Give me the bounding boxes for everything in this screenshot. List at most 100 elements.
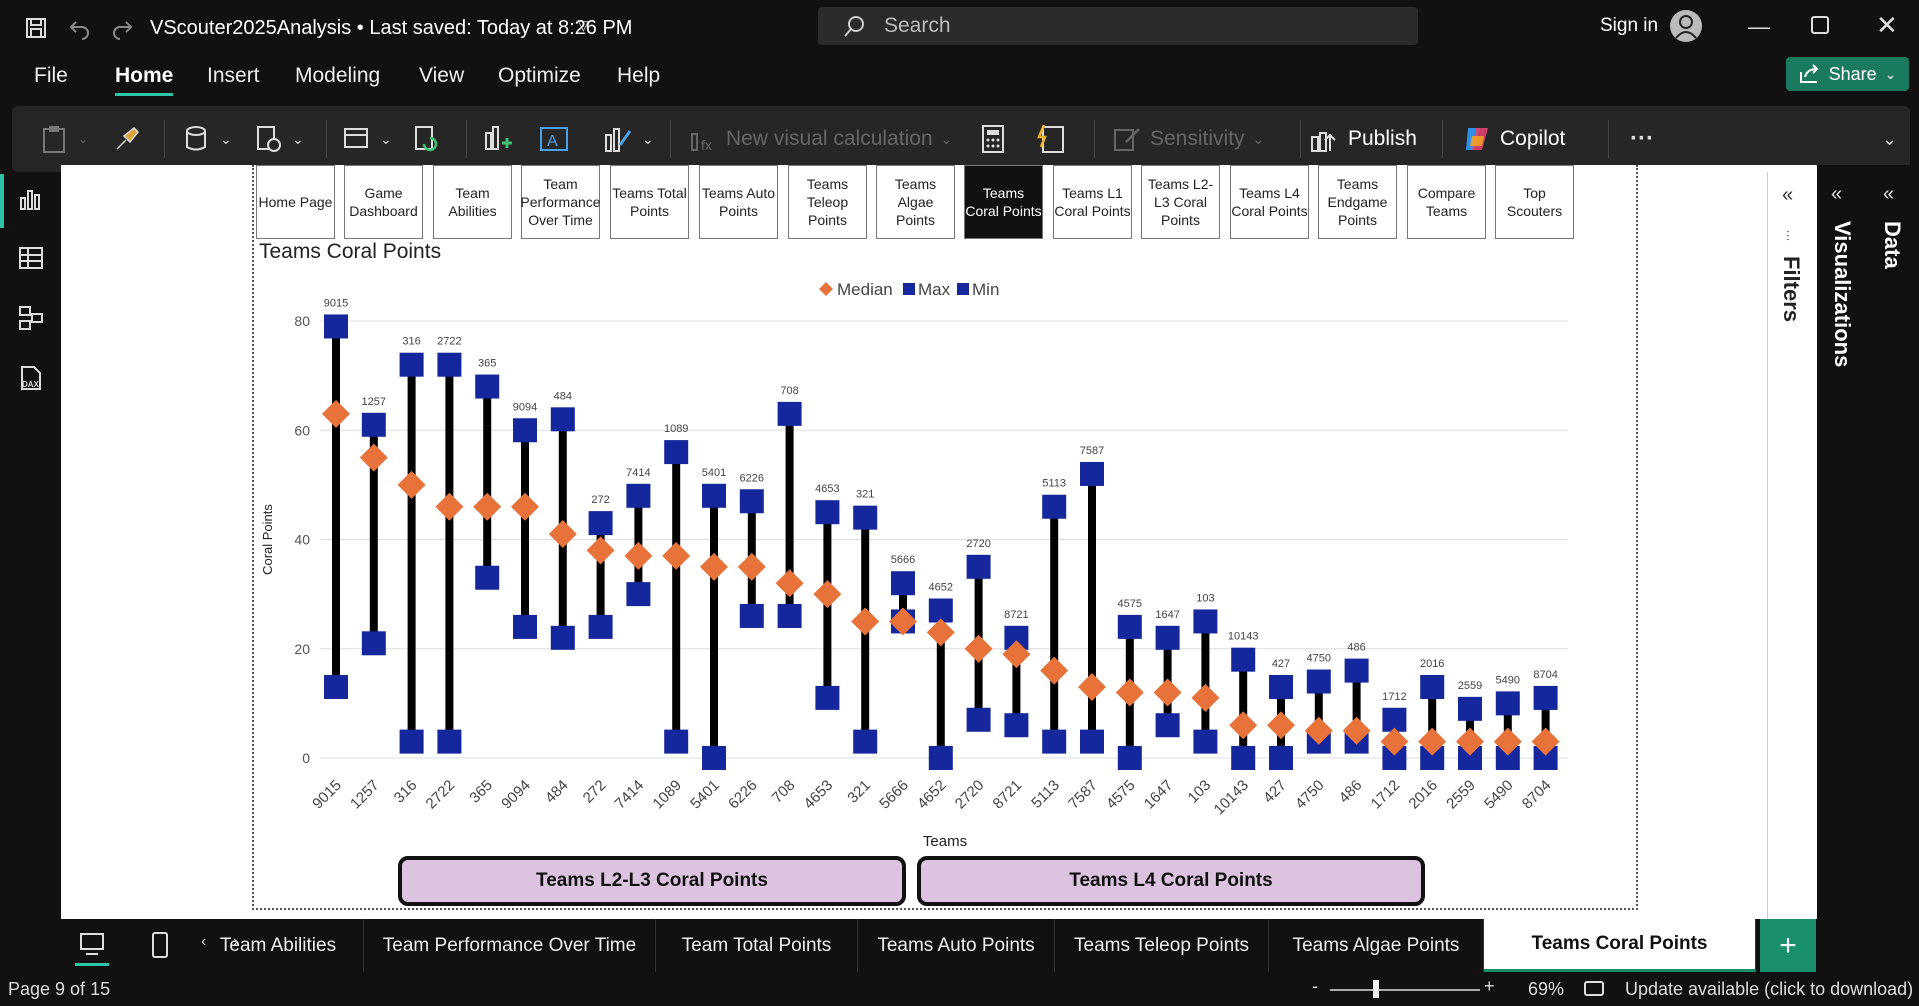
chevron-down-icon[interactable]: ⌄ <box>1882 128 1898 149</box>
desktop-layout-icon[interactable] <box>79 931 105 962</box>
quick-measure-button[interactable] <box>1036 121 1068 157</box>
nav-button-teams-algae-points[interactable]: Teams Algae Points <box>876 165 955 239</box>
zoom-level[interactable]: 69% <box>1528 979 1565 999</box>
scroll-right-icon[interactable]: › <box>233 933 239 950</box>
sign-in-link[interactable]: Sign in <box>1600 15 1659 36</box>
publish-button[interactable]: Publish <box>1308 121 1417 157</box>
median-marker <box>926 618 955 647</box>
document-title[interactable]: VScouter2025Analysis • Last saved: Today… <box>150 17 633 39</box>
update-notice[interactable]: Update available (click to download) <box>1625 979 1914 999</box>
nav-button-teams-auto-points[interactable]: Teams Auto Points <box>699 165 778 239</box>
paste-button[interactable]: ⌄ <box>40 121 88 157</box>
data-pane[interactable]: « Data <box>1867 165 1919 919</box>
data-label: 7587 <box>1080 445 1104 457</box>
nav-button-top-scouters[interactable]: Top Scouters <box>1495 165 1574 239</box>
save-icon[interactable] <box>20 12 52 44</box>
nav-button-teams-l1-coral-points[interactable]: Teams L1 Coral Points <box>1053 165 1132 239</box>
nav-button-teams-l2-l3-coral-points[interactable]: Teams L2-L3 Coral Points <box>1141 165 1220 239</box>
page-tab-teams-teleop-points[interactable]: Teams Teleop Points <box>1055 919 1269 972</box>
zoom-in-button[interactable]: + <box>1484 976 1495 996</box>
nav-button-compare-teams[interactable]: Compare Teams <box>1407 165 1486 239</box>
refresh-button[interactable] <box>412 121 442 157</box>
recent-sources-button[interactable]: ⌄ <box>254 121 304 157</box>
redo-icon[interactable] <box>106 12 138 44</box>
get-data-button[interactable]: ⌄ <box>182 121 232 157</box>
format-painter-button[interactable] <box>112 121 142 157</box>
median-marker <box>1078 672 1106 701</box>
nav-button-teams-coral-points[interactable]: Teams Coral Points <box>964 165 1043 239</box>
nav-button-home-page[interactable]: Home Page <box>256 165 335 239</box>
nav-button-teams-total-points[interactable]: Teams Total Points <box>610 165 689 239</box>
expand-chevron-icon[interactable]: « <box>1831 183 1843 205</box>
data-label: 5666 <box>891 554 915 566</box>
menu-insert[interactable]: Insert <box>207 64 260 87</box>
menu-home[interactable]: Home <box>115 64 174 96</box>
teams-l2-l3-coral-points-button[interactable]: Teams L2-L3 Coral Points <box>398 856 906 906</box>
nav-button-team-performance-over-time[interactable]: Team Performance Over Time <box>520 165 601 239</box>
recent-sources-icon <box>257 126 281 152</box>
table-view-icon[interactable] <box>14 241 48 275</box>
search-input[interactable]: Search <box>818 7 1418 45</box>
data-label: 5113 <box>1042 478 1066 490</box>
share-button[interactable]: Share ⌄ <box>1786 57 1909 91</box>
menu-optimize[interactable]: Optimize <box>498 64 581 87</box>
x-tick-label: 1647 <box>1141 777 1177 813</box>
median-marker <box>851 607 880 636</box>
page-tab-teams-algae-points[interactable]: Teams Algae Points <box>1269 919 1484 972</box>
chevron-down-icon[interactable]: ▽ <box>578 17 589 33</box>
visualizations-pane[interactable]: « Visualizations <box>1817 165 1867 919</box>
fit-to-page-icon[interactable] <box>1584 981 1604 996</box>
page-tab-team-performance-over-time[interactable]: Team Performance Over Time <box>364 919 656 972</box>
copilot-button[interactable]: Copilot <box>1462 121 1565 157</box>
menu-view[interactable]: View <box>419 64 465 87</box>
more-options-button[interactable]: ··· <box>1630 125 1654 152</box>
teams-l4-coral-points-button[interactable]: Teams L4 Coral Points <box>917 856 1425 906</box>
new-visual-button[interactable] <box>482 121 514 157</box>
nav-button-team-abilities[interactable]: Team Abilities <box>433 165 512 239</box>
expand-chevron-icon[interactable]: « <box>1782 184 1794 206</box>
minimize-icon[interactable]: — <box>1748 14 1770 39</box>
mobile-layout-icon[interactable] <box>151 931 169 964</box>
zoom-out-button[interactable]: - <box>1312 976 1318 996</box>
sensitivity-button[interactable]: Sensitivity ⌄ <box>1112 121 1264 157</box>
transform-data-button[interactable]: ⌄ <box>342 121 392 157</box>
zoom-slider-thumb[interactable] <box>1373 980 1379 998</box>
expand-chevron-icon[interactable]: « <box>1883 183 1895 205</box>
page-tab-team-total-points[interactable]: Team Total Points <box>656 919 858 972</box>
data-label: 1257 <box>362 396 386 408</box>
more-visuals-button[interactable]: ⌄ <box>602 121 654 157</box>
max-marker <box>399 352 424 377</box>
page-tab-team-abilities[interactable]: Team Abilities <box>193 919 364 972</box>
text-box-button[interactable]: A <box>538 121 570 157</box>
nav-button-teams-teleop-points[interactable]: Teams Teleop Points <box>788 165 867 239</box>
x-tick-label: 2559 <box>1443 777 1479 813</box>
model-view-icon[interactable] <box>14 301 48 335</box>
add-page-button[interactable]: + <box>1760 919 1816 972</box>
menu-file[interactable]: File <box>34 64 68 87</box>
nav-button-game-dashboard[interactable]: Game Dashboard <box>344 165 423 239</box>
scroll-left-icon[interactable]: ‹ <box>201 933 207 950</box>
new-visual-calculation-button[interactable]: fx New visual calculation ⌄ <box>688 121 952 157</box>
avatar[interactable] <box>1670 10 1702 42</box>
x-tick-label: 7414 <box>612 777 648 813</box>
max-marker <box>1495 691 1520 716</box>
median-marker <box>548 520 577 549</box>
dax-query-view-icon[interactable]: DAX <box>14 361 48 395</box>
menu-modeling[interactable]: Modeling <box>295 64 381 87</box>
max-marker <box>1231 647 1256 672</box>
restore-icon[interactable] <box>1811 16 1829 34</box>
menu-help[interactable]: Help <box>617 64 661 87</box>
undo-icon[interactable] <box>64 12 96 44</box>
max-marker <box>815 500 840 525</box>
nav-button-teams-l4-coral-points[interactable]: Teams L4 Coral Points <box>1230 165 1309 239</box>
coral-points-chart[interactable]: 0 20 40 60 80 Coral Points Teams Median Max Min 90… <box>252 270 1572 850</box>
report-view-icon[interactable] <box>14 182 48 216</box>
page-tab-teams-coral-points[interactable]: Teams Coral Points <box>1484 919 1756 972</box>
zoom-slider[interactable] <box>1330 989 1480 991</box>
page-tab-teams-auto-points[interactable]: Teams Auto Points <box>858 919 1055 972</box>
calculator-button[interactable] <box>978 121 1008 157</box>
nav-button-teams-endgame-points[interactable]: Teams Endgame Points <box>1318 165 1397 239</box>
median-marker <box>1380 727 1409 756</box>
filters-pane[interactable]: « ⫶ Filters <box>1767 172 1817 919</box>
close-icon[interactable]: ✕ <box>1876 10 1898 40</box>
